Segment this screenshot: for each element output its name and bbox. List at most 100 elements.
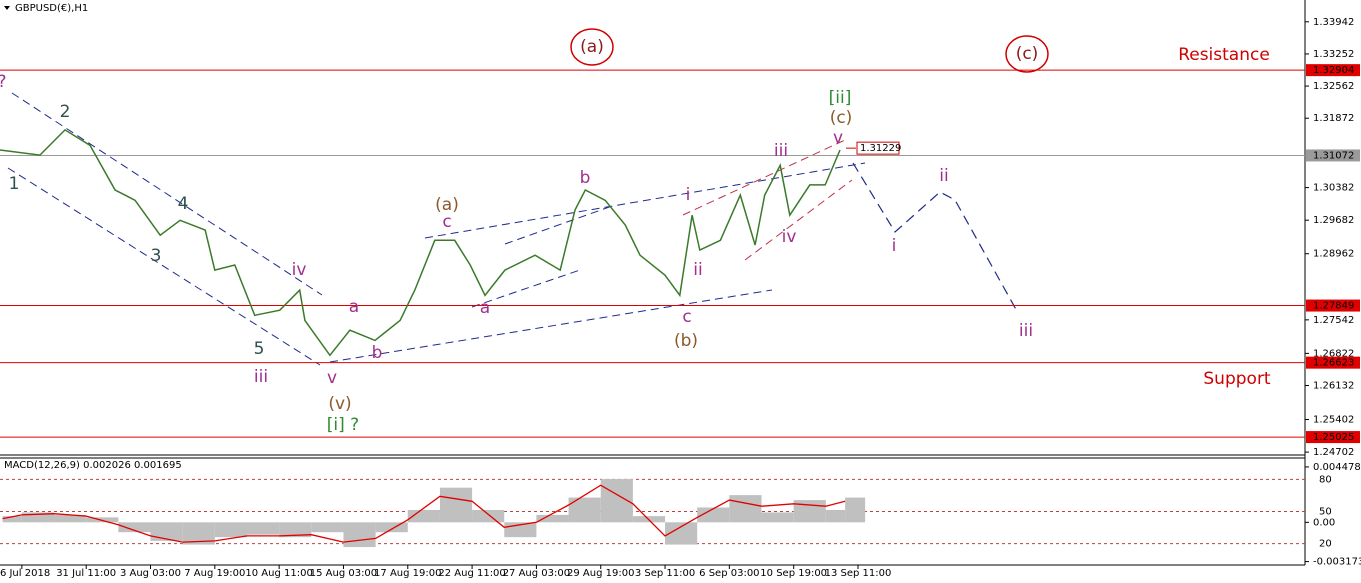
price-line: [0, 128, 841, 357]
circle-mark: [570, 28, 614, 66]
wave-label: c: [442, 212, 451, 232]
y-tick-label: 1.32562: [1313, 81, 1354, 92]
y2-tick-label: 20: [1319, 539, 1332, 550]
price-level-box: [1306, 299, 1360, 312]
x-tick-label: 10 Aug 11:00: [245, 568, 312, 579]
wave-label: iii: [254, 367, 268, 387]
macd-bar: [536, 514, 569, 523]
wave-label: b: [580, 168, 591, 188]
macd-bar: [439, 487, 473, 523]
y-tick-label: 1.33942: [1313, 17, 1354, 28]
wave-label: 3: [151, 246, 162, 266]
wave-label: a: [349, 297, 359, 317]
y-tick-label: 0.00: [1313, 517, 1335, 528]
wave-label: (b): [674, 331, 698, 351]
x-tick-label: 3 Sep 11:00: [635, 568, 695, 579]
y-tick-label: 1.31872: [1313, 113, 1354, 124]
circle-mark: [1005, 35, 1049, 73]
wave-label: ?: [0, 72, 7, 92]
y2-tick-label: 80: [1319, 474, 1332, 485]
y-tick-label: 1.29682: [1313, 215, 1354, 226]
wave-label: 5: [254, 339, 265, 359]
y2-tick-label: 50: [1319, 507, 1332, 518]
symbol-arrow: [4, 6, 10, 10]
wave-label: iv: [292, 260, 307, 280]
price-level-label: 1.31072: [1313, 150, 1354, 161]
macd-bar: [2, 516, 22, 523]
wave-label: (c): [830, 108, 853, 128]
macd-bar: [311, 522, 344, 533]
macd-bar: [214, 522, 247, 538]
macd-bar: [825, 509, 846, 523]
price-marker-box: [856, 141, 900, 155]
wave-channels: [7, 92, 1019, 366]
x-tick-label: 15 Aug 03:00: [310, 568, 377, 579]
wave-label: 1: [9, 174, 20, 194]
price-level-box: [1306, 356, 1360, 369]
macd-bar: [118, 522, 151, 533]
macd-bar: [407, 509, 440, 523]
wave-label: v: [833, 128, 843, 148]
wave-label: i: [892, 236, 897, 256]
macd-bar: [182, 522, 215, 545]
x-tick-label: 27 Aug 03:00: [503, 568, 570, 579]
price-level-box: [1306, 149, 1360, 162]
wave-label: (a): [580, 37, 604, 57]
wave-label: iii: [1019, 321, 1033, 341]
price-level-label: 1.26623: [1313, 358, 1354, 369]
x-tick-label: 10 Sep 19:00: [760, 568, 827, 579]
wave-label: i: [686, 185, 691, 205]
wave-label: [i] ?: [327, 415, 359, 435]
y-tick-label: 1.27542: [1313, 315, 1354, 326]
macd-bar: [729, 495, 762, 523]
wave-label: ii: [693, 260, 702, 280]
wave-label: b: [372, 343, 383, 363]
macd-bar: [761, 512, 794, 523]
wave-label: Support: [1203, 369, 1271, 389]
wave-label: v: [327, 368, 337, 388]
y-tick-label: 1.28962: [1313, 249, 1354, 260]
x-tick-label: 22 Aug 11:00: [438, 568, 505, 579]
macd-bar: [665, 522, 698, 545]
macd-bar: [246, 522, 280, 535]
y-tick-label: 1.33252: [1313, 49, 1354, 60]
price-level-box: [1306, 431, 1360, 444]
chart-title: GBPUSD(€),H1: [15, 3, 88, 14]
wave-label: iii: [774, 141, 788, 161]
wave-label: 2: [60, 102, 71, 122]
price-level-box: [1306, 64, 1360, 77]
macd-bar: [150, 522, 183, 541]
x-tick-label: 26 Jul 2018: [0, 568, 50, 579]
y-tick-label: -0.003173: [1313, 557, 1361, 568]
macd-bar: [845, 497, 866, 523]
y-tick-label: 1.26132: [1313, 381, 1354, 392]
wave-label: c: [682, 307, 691, 327]
y-tick-label: 1.24702: [1313, 447, 1354, 458]
x-tick-label: 6 Sep 03:00: [699, 568, 759, 579]
wave-label: [ii]: [829, 88, 852, 108]
x-tick-label: 31 Jul 11:00: [56, 568, 116, 579]
x-tick-label: 17 Aug 19:00: [374, 568, 441, 579]
x-tick-label: 7 Aug 19:00: [184, 568, 245, 579]
wave-label: (v): [328, 394, 351, 414]
wave-label: a: [480, 298, 490, 318]
signal-line: [2, 484, 846, 543]
indicator-title: MACD(12,26,9) 0.002026 0.001695: [4, 460, 182, 471]
wave-label: (a): [435, 195, 459, 215]
wave-label: Resistance: [1178, 45, 1270, 65]
macd-bar: [793, 500, 826, 523]
macd-bar: [343, 522, 376, 548]
macd-bar: [472, 509, 505, 523]
macd-bar: [375, 522, 408, 533]
wave-label: 4: [178, 194, 189, 214]
price-level-label: 1.27849: [1313, 301, 1354, 312]
y-tick-label: 1.26822: [1313, 348, 1354, 359]
macd-bar: [279, 522, 312, 538]
macd-bar: [21, 512, 55, 523]
wave-label: (c): [1016, 44, 1039, 64]
macd-bar: [697, 507, 730, 523]
wave-label: ii: [939, 166, 948, 186]
y-tick-label: 1.30382: [1313, 183, 1354, 194]
x-tick-label: 29 Aug 19:00: [567, 568, 634, 579]
